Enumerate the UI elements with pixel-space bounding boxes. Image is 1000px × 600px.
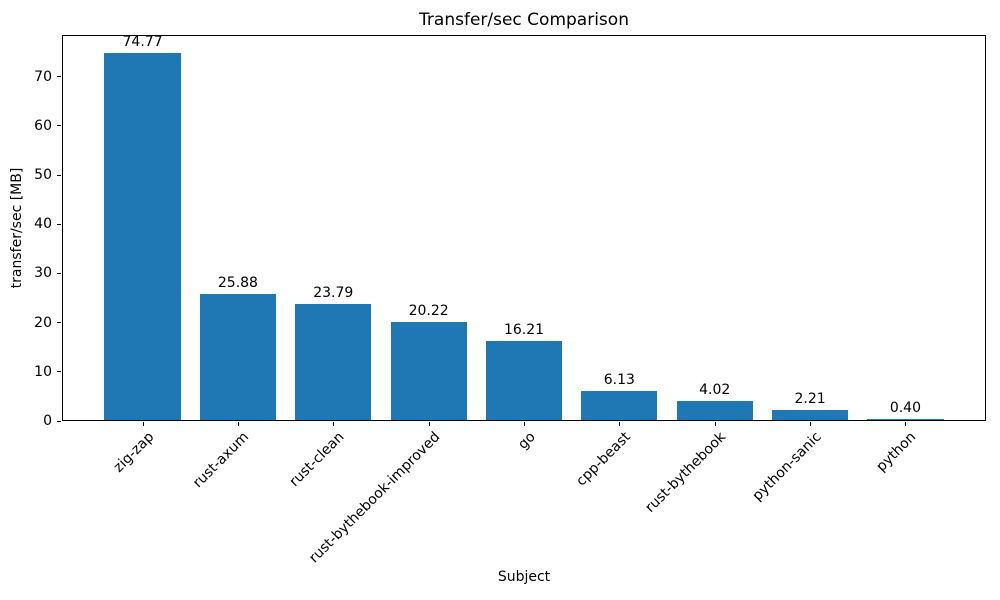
bar-rust-axum	[199, 293, 277, 420]
x-axis-label: Subject	[497, 569, 551, 585]
bar-rust-bythebook	[676, 401, 753, 420]
x-axis-tick-label: zig-zap	[110, 429, 157, 476]
x-axis-tick-label: rust-bythebook	[642, 429, 730, 516]
y-axis-tick-label: 20	[34, 314, 52, 331]
x-axis-tick-mark	[428, 422, 430, 426]
bar-value-label: 74.77	[122, 34, 163, 51]
y-axis-tick-mark	[57, 371, 61, 373]
y-axis-tick-mark	[57, 420, 61, 422]
bar-value-label: 2.21	[794, 391, 826, 408]
x-axis-tick-mark	[524, 422, 525, 426]
x-axis-tick-label: rust-axum	[190, 429, 253, 492]
y-axis-tick-label: 10	[34, 363, 52, 380]
bar-python	[867, 419, 944, 420]
y-axis-tick-label: 0	[43, 413, 52, 429]
x-axis-tick-label: go	[514, 429, 539, 453]
bar-value-label: 20.22	[408, 302, 449, 319]
y-axis-tick-label: 30	[34, 265, 52, 282]
plot-area	[62, 35, 986, 421]
bar-python-sanic	[771, 410, 849, 420]
chart-title: Transfer/sec Comparison	[419, 10, 629, 30]
y-axis-tick-label: 70	[34, 68, 52, 85]
y-axis-tick-mark	[57, 223, 61, 225]
x-axis-tick-mark	[619, 422, 621, 426]
x-axis-tick-mark	[142, 422, 144, 426]
bar-cpp-beast	[581, 390, 658, 420]
bar-value-label: 23.79	[313, 285, 354, 302]
x-axis-tick-label: rust-clean	[286, 429, 348, 490]
x-axis-tick-mark	[333, 422, 335, 426]
x-axis-tick-label: cpp-beast	[573, 429, 634, 490]
bar-value-label: 25.88	[217, 274, 258, 291]
y-axis-tick-mark	[57, 125, 61, 127]
x-axis-tick-label: python-sanic	[749, 429, 825, 505]
bar-rust-clean	[295, 304, 372, 420]
y-axis-tick-mark	[57, 174, 61, 176]
bar-go	[485, 341, 563, 420]
bar-value-label: 4.02	[699, 382, 731, 399]
y-axis-tick-mark	[57, 272, 61, 274]
bar-value-label: 6.13	[603, 371, 635, 388]
x-axis-tick-mark	[237, 422, 239, 426]
y-axis-tick-mark	[57, 76, 61, 78]
x-axis-tick-mark	[905, 422, 907, 426]
x-axis-tick-mark	[810, 422, 812, 426]
bar-value-label: 0.40	[889, 400, 921, 417]
bar-value-label: 16.21	[503, 322, 545, 339]
bar-zig-zap	[104, 53, 181, 420]
bar-rust-bythebook-improved	[390, 321, 467, 420]
y-axis-tick-label: 60	[34, 117, 52, 134]
x-axis-tick-mark	[714, 422, 716, 426]
y-axis-tick-mark	[57, 322, 61, 324]
x-axis-tick-label: python	[873, 429, 920, 475]
y-axis-tick-label: 50	[34, 167, 52, 184]
y-axis-tick-label: 40	[34, 216, 52, 233]
